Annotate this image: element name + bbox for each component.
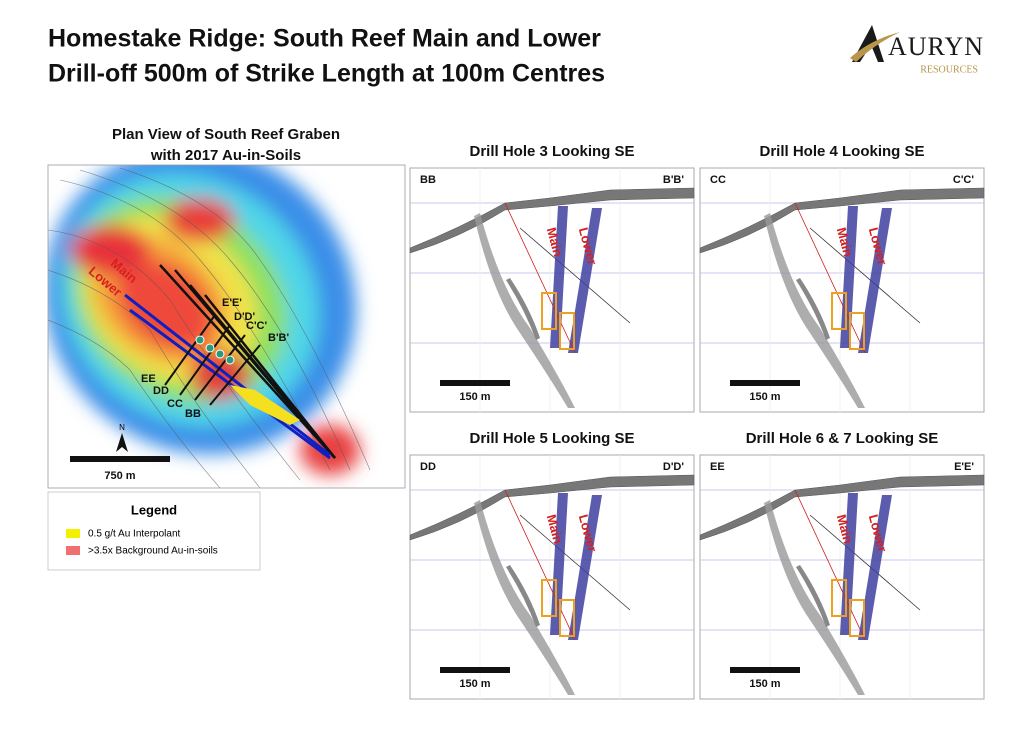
title: Homestake Ridge: South Reef Main and Low… [48,25,601,53]
section-end: B'B' [663,174,685,186]
section-title: Drill Hole 3 Looking SE [469,143,634,160]
map-label: BB [185,408,201,420]
map-label: EE [141,373,156,385]
scale-bar [440,380,510,386]
scale-label: 150 m [749,391,780,403]
main-zone [550,493,568,635]
fault [796,565,830,627]
north-arrow: N [119,423,125,432]
fault [764,213,865,408]
fault [809,514,921,611]
scale-label: 150 m [459,678,490,690]
scale-bar [730,667,800,673]
scale-label: 150 m [459,391,490,403]
title: Drill-off 500m of Strike Length at 100m … [48,60,605,88]
map-label: C'C' [246,320,268,332]
map-label: D'D' [234,311,256,323]
lower-zone [858,208,892,353]
drill-trace [504,489,576,641]
topography [699,474,985,541]
lower-zone [858,495,892,640]
map-label: B'B' [268,332,290,344]
plan-title: Plan View of South Reef Graben [112,126,340,143]
topography [699,187,985,254]
fault [519,514,631,611]
drill-trace [794,202,866,354]
lower-zone [568,495,602,640]
map: Main Lower E'E' D'D' C'C' B'B' EE DD CC … [48,165,405,488]
scale-bar [730,380,800,386]
section-title: Drill Hole 5 Looking SE [469,430,634,447]
intercept [559,312,575,350]
fault [474,500,575,695]
legend: Legend 0.5 g/t Au Interpolant >3.5x Back… [47,491,261,571]
intercept [849,599,865,637]
zone-label: Main [544,226,566,259]
fault [506,565,540,627]
fault [506,278,540,340]
legend-item: >3.5x Background Au-in-soils [88,546,218,557]
topography [409,187,695,254]
section-end: BB [420,174,436,186]
zone-label: Main [834,226,856,259]
map-label: E'E' [222,297,242,309]
main-zone [840,206,858,348]
section-end: EE [710,461,725,473]
logo-sub: RESOURCES [920,64,978,75]
topography [409,474,695,541]
main-zone [550,206,568,348]
legend-item: 0.5 g/t Au Interpolant [88,529,181,540]
intercept [831,579,847,617]
fault [519,227,631,324]
section-end: DD [420,461,436,473]
section-end: D'D' [663,461,685,473]
intercept [541,579,557,617]
map-label: CC [167,398,183,410]
section-title: Drill Hole 6 & 7 Looking SE [746,430,939,447]
scale-bar [440,667,510,673]
logo: AURYN RESOURCES [850,25,984,75]
fault [764,500,865,695]
section-end: C'C' [953,174,975,186]
zone-label: Main [544,513,566,546]
intercept [849,312,865,350]
lower-zone [568,208,602,353]
fault [809,227,921,324]
section-end: CC [710,174,726,186]
legend-title: Legend [131,502,177,517]
map-label: DD [153,385,169,397]
section-end: E'E' [954,461,974,473]
fault [796,278,830,340]
fault [474,213,575,408]
plan-title: with 2017 Au-in-Soils [150,147,301,164]
intercept [559,599,575,637]
scale-label: 750 m [104,470,135,482]
zone-label: Main [834,513,856,546]
drill-trace [794,489,866,641]
logo-name: AURYN [888,32,984,61]
scale-label: 150 m [749,678,780,690]
drill-trace [504,202,576,354]
section-title: Drill Hole 4 Looking SE [759,143,924,160]
main-zone [840,493,858,635]
intercept [541,292,557,330]
intercept [831,292,847,330]
